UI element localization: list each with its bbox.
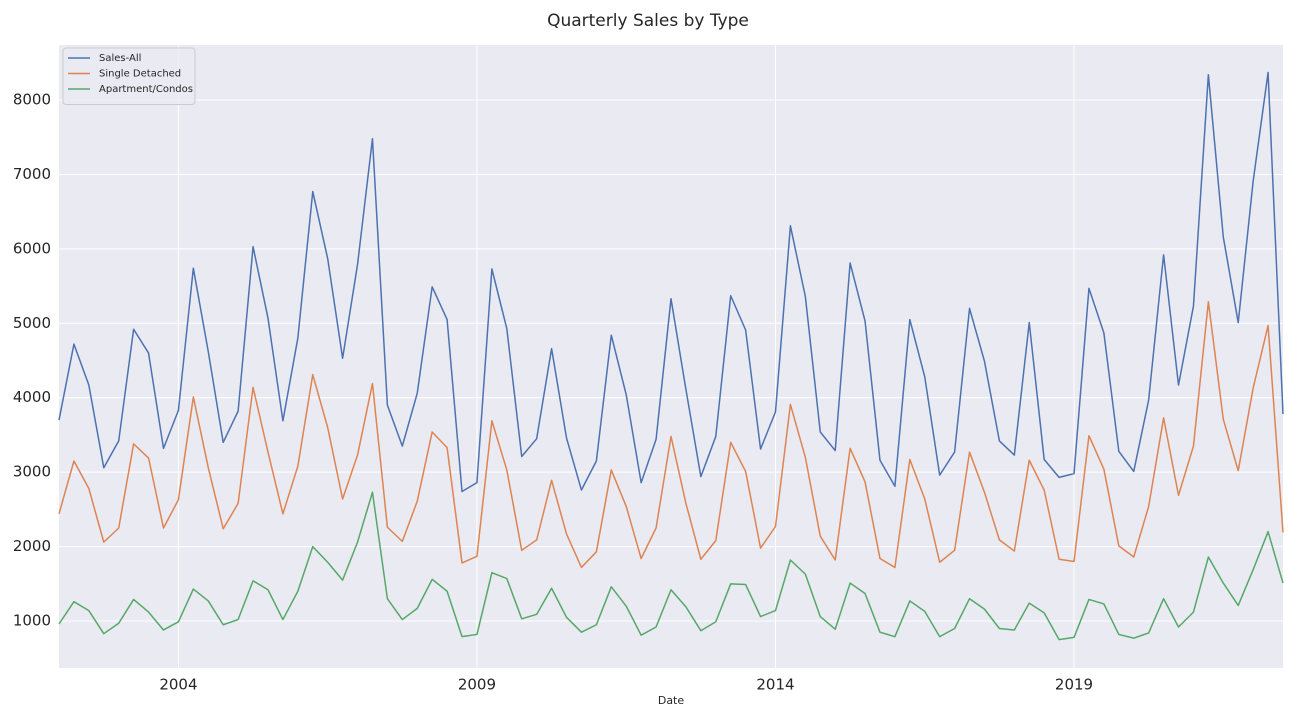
legend-label: Sales-All: [99, 53, 141, 64]
y-tick-label: 8000: [13, 91, 51, 109]
chart-title: Quarterly Sales by Type: [547, 11, 749, 31]
plot-area: [59, 45, 1283, 668]
legend-label: Single Detached: [99, 69, 181, 80]
series-line: [58, 300, 1284, 569]
y-tick-label: 1000: [13, 612, 51, 630]
y-tick-label: 2000: [13, 537, 51, 555]
series-line: [58, 491, 1284, 641]
y-tick-label: 6000: [13, 239, 51, 257]
x-tick-label: 2014: [756, 676, 794, 694]
legend-box: [62, 47, 196, 105]
x-axis-label: Date: [658, 694, 685, 707]
series-line: [58, 71, 1284, 493]
x-tick-label: 2004: [159, 676, 197, 694]
y-tick-label: 3000: [13, 463, 51, 481]
legend-label: Apartment/Condos: [99, 84, 193, 95]
y-tick-label: 4000: [13, 388, 51, 406]
x-tick-label: 2019: [1055, 676, 1093, 694]
x-tick-label: 2009: [458, 676, 496, 694]
y-tick-label: 7000: [13, 165, 51, 183]
y-tick-label: 5000: [13, 314, 51, 332]
